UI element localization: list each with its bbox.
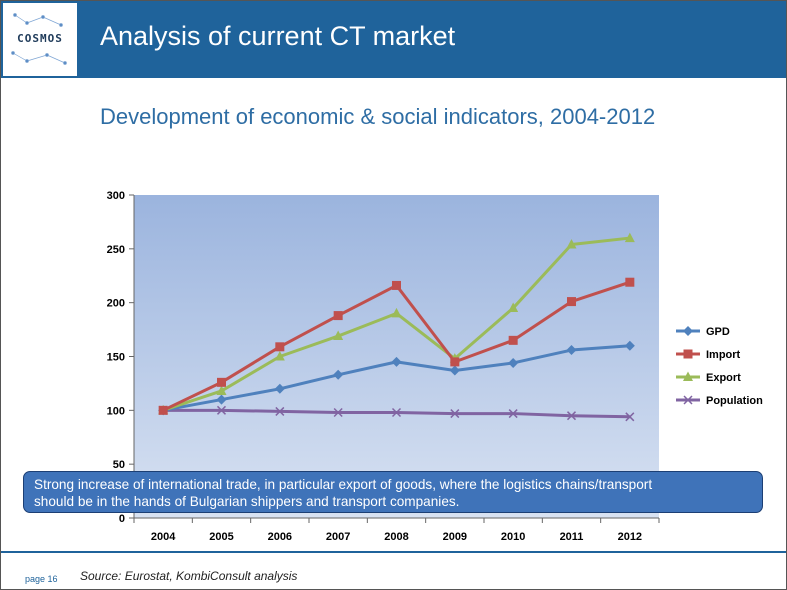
legend-marker-population [683,395,693,405]
data-point-import [508,335,518,345]
callout-line-1: Strong increase of international trade, … [34,477,653,492]
marker-stroke [391,407,402,418]
marker-stroke [683,395,693,405]
data-point-population [216,405,227,415]
marker-stroke [625,412,635,422]
y-tick-label: 100 [107,405,125,417]
x-tick-label: 2005 [209,531,233,543]
callout-box: Strong increase of international trade, … [23,471,763,513]
plot-area [134,195,659,518]
legend-marker-import [683,349,693,359]
data-point-export [391,307,402,318]
marker-stroke [508,409,518,419]
data-point-export [274,351,285,361]
x-tick-label: 2012 [618,531,642,543]
header-bar: COSMOS Analysis of current CT market [1,1,786,78]
legend-marker-gpd [683,326,693,336]
data-point-population [450,409,460,419]
data-point-gpd [274,383,285,394]
data-point-export [216,385,227,395]
data-point-import [450,357,460,367]
x-tick-label: 2006 [268,531,292,543]
data-point-gpd [624,340,635,351]
data-point-gpd [333,369,344,380]
data-point-population [566,411,577,421]
data-point-gpd [216,394,227,405]
data-point-import [625,277,635,287]
marker-stroke [450,409,460,419]
data-point-population [625,412,635,422]
x-tick-label: 2008 [384,531,408,543]
data-point-gpd [391,356,402,367]
legend-label-population: Population [706,395,763,407]
marker-stroke [216,405,227,415]
y-tick-label: 300 [107,190,125,202]
cosmos-logo: COSMOS [3,3,77,76]
data-point-population [508,409,518,419]
data-point-export [508,302,519,313]
data-point-import [333,311,343,321]
y-tick-label: 200 [107,298,125,310]
y-tick-label: 250 [107,244,125,256]
source-note: Source: Eurostat, KombiConsult analysis [80,569,298,583]
data-point-population [275,406,285,416]
legend-label-export: Export [706,372,741,384]
legend-marker-export [683,371,693,381]
callout-line-2: should be in the hands of Bulgarian ship… [34,494,460,509]
y-tick-label: 50 [113,459,125,471]
data-point-import [392,280,401,290]
x-tick-label: 2004 [151,531,176,543]
data-point-gpd [449,365,460,376]
constellation-icon [11,13,67,65]
page-number: page 16 [25,574,58,584]
data-point-population [333,407,343,418]
x-tick-label: 2010 [501,531,525,543]
marker-stroke [275,406,285,416]
marker-stroke [333,407,343,418]
footer-divider [1,551,786,553]
y-tick-label: 0 [119,513,125,525]
logo-text: COSMOS [17,32,63,45]
page-title: Analysis of current CT market [100,21,456,51]
data-point-import [158,405,168,415]
data-point-import [275,342,285,352]
data-point-gpd [508,357,519,368]
data-point-import [567,297,576,307]
line-chart: 0 50 100 150 200 250 300 2004 2005 2006 2007 2008 20… [107,190,763,543]
data-point-population [391,407,402,418]
x-tick-label: 2007 [326,531,350,543]
data-point-export [333,330,344,341]
legend-label-import: Import [706,349,741,361]
marker-stroke [566,411,577,421]
data-point-export [624,232,635,243]
data-point-gpd [566,345,577,356]
data-point-import [217,377,226,387]
chart-subtitle: Development of economic & social indicat… [100,104,656,129]
data-point-export [566,239,577,249]
legend-label-gpd: GPD [706,326,730,338]
x-tick-label: 2009 [443,531,467,543]
x-tick-label: 2011 [560,531,584,543]
y-tick-label: 150 [107,352,125,364]
